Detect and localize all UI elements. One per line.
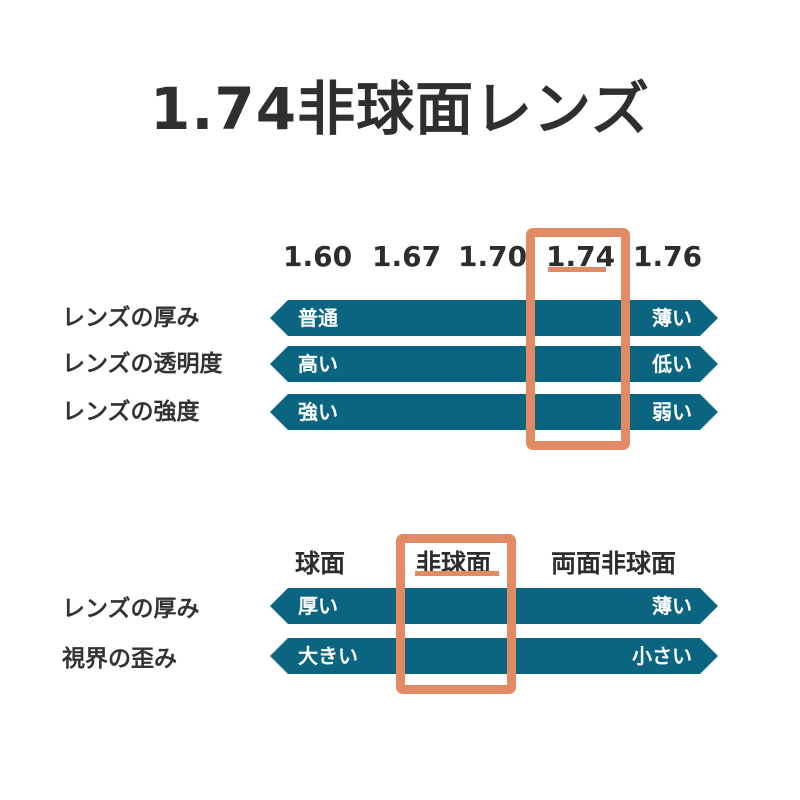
comparison-arrow-thickness: 普通 薄い bbox=[270, 300, 718, 336]
arrow-right-text: 薄い bbox=[652, 306, 692, 330]
arrow-right-text: 薄い bbox=[652, 594, 692, 618]
index-column-label: 1.76 bbox=[633, 240, 703, 273]
comparison-arrow-distortion: 大きい 小さい bbox=[270, 638, 718, 674]
highlight-box-aspheric bbox=[396, 534, 516, 694]
arrow-left-text: 強い bbox=[298, 400, 338, 424]
arrow-left-text: 厚い bbox=[298, 594, 338, 618]
index-column-label: 1.67 bbox=[372, 240, 442, 273]
arrow-left-text: 普通 bbox=[298, 306, 338, 330]
highlight-underline bbox=[548, 267, 606, 272]
row-label-thickness: レンズの厚み bbox=[62, 596, 200, 622]
highlight-underline bbox=[415, 571, 499, 576]
shape-column-label: 両面非球面 bbox=[551, 549, 677, 578]
row-label-distortion: 視界の歪み bbox=[62, 646, 177, 672]
comparison-arrow-strength: 強い 弱い bbox=[270, 394, 718, 430]
shape-column-label: 球面 bbox=[295, 549, 346, 578]
comparison-arrow-transparency: 高い 低い bbox=[270, 346, 718, 382]
arrow-right-text: 小さい bbox=[632, 644, 692, 668]
row-label-transparency: レンズの透明度 bbox=[62, 351, 223, 377]
arrow-left-text: 大きい bbox=[298, 644, 358, 668]
index-column-label: 1.70 bbox=[458, 240, 528, 273]
arrow-right-text: 低い bbox=[652, 352, 692, 376]
row-label-strength: レンズの強度 bbox=[62, 399, 200, 425]
page-title: 1.74非球面レンズ bbox=[150, 75, 650, 143]
comparison-arrow-thickness: 厚い 薄い bbox=[270, 588, 718, 624]
highlight-box-1-74 bbox=[526, 228, 630, 450]
row-label-thickness: レンズの厚み bbox=[62, 305, 200, 331]
arrow-right-text: 弱い bbox=[652, 400, 692, 424]
arrow-left-text: 高い bbox=[298, 352, 338, 376]
index-column-label: 1.60 bbox=[283, 240, 353, 273]
